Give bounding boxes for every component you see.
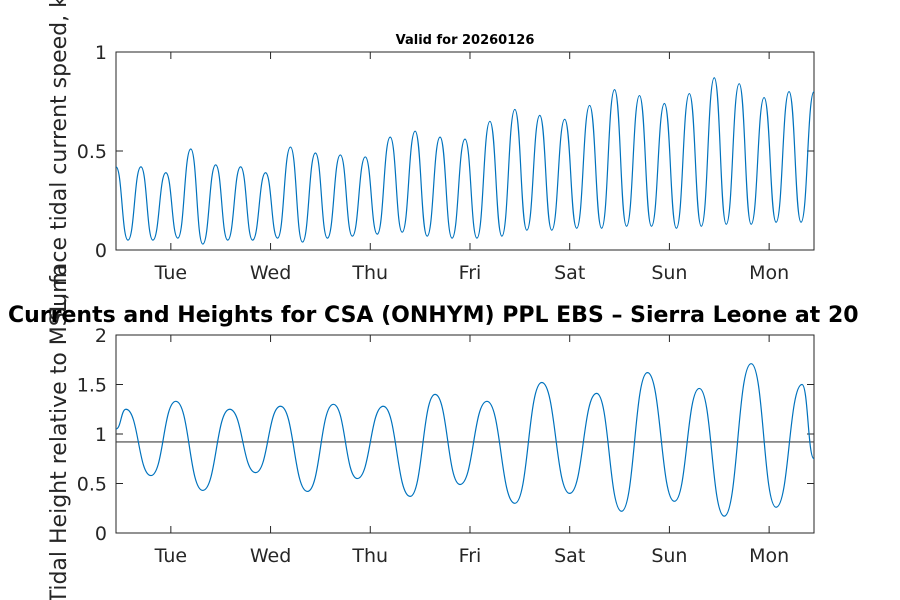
y-tick-label: 0 <box>95 240 107 262</box>
x-tick-label: Fri <box>459 545 482 567</box>
x-tick-label: Thu <box>351 262 388 284</box>
x-tick-label: Tue <box>154 545 187 567</box>
x-tick-label: Tue <box>154 262 187 284</box>
x-tick-label: Mon <box>749 262 789 284</box>
x-tick-label: Wed <box>250 262 291 284</box>
height-chart-ylabel: Tidal Height relative to MSL, m <box>47 265 72 600</box>
series-line <box>115 363 815 517</box>
current-chart-ylabel: Surface tidal current speed, kn <box>47 0 72 321</box>
tidal-height-chart: 0 0.5 1 1.5 2 Tue Wed Thu Fri Sat Sun Mon Tidal He… <box>47 265 815 600</box>
y-tick-label: 1.5 <box>77 375 107 397</box>
current-chart-frame <box>115 51 815 251</box>
x-tick-label: Sat <box>554 262 585 284</box>
x-tick-label: Mon <box>749 545 789 567</box>
x-tick-label: Sun <box>651 262 687 284</box>
x-tick-label: Fri <box>459 262 482 284</box>
x-tick-label: Sat <box>554 545 585 567</box>
x-tick-label: Wed <box>250 545 291 567</box>
height-chart-frame <box>115 334 815 534</box>
current-speed-chart: Valid for 20260126 0 0.5 1 Tue Wed Thu Fri Sat… <box>47 0 815 321</box>
y-tick-label: 1 <box>95 424 107 446</box>
y-tick-label: 0.5 <box>77 474 107 496</box>
y-tick-label: 1 <box>95 42 107 64</box>
x-tick-label: Sun <box>651 545 687 567</box>
x-tick-label: Thu <box>351 545 388 567</box>
y-tick-label: 0 <box>95 523 107 545</box>
figure-title: Currents and Heights for CSA (ONHYM) PPL… <box>8 303 859 328</box>
series-line <box>115 77 815 245</box>
current-chart-title: Valid for 20260126 <box>396 33 535 48</box>
y-tick-label: 2 <box>95 325 107 347</box>
y-tick-label: 0.5 <box>77 141 107 163</box>
